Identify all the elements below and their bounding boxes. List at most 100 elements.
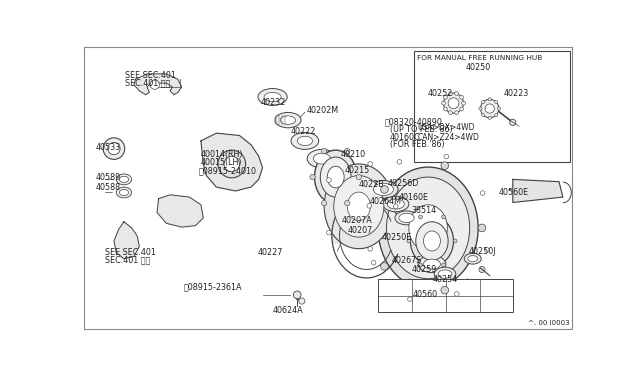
Ellipse shape [264, 92, 281, 102]
Circle shape [326, 230, 332, 235]
Text: 40264M: 40264M [369, 197, 401, 206]
Text: 4022B: 4022B [359, 180, 385, 189]
Circle shape [321, 201, 327, 206]
Circle shape [397, 160, 402, 164]
Ellipse shape [409, 205, 447, 251]
Text: 40207A: 40207A [342, 216, 372, 225]
Text: Ⓥ08915-2361A: Ⓥ08915-2361A [183, 283, 242, 292]
Circle shape [495, 100, 498, 103]
Circle shape [344, 148, 350, 154]
Ellipse shape [116, 174, 132, 185]
Circle shape [218, 150, 246, 178]
Circle shape [495, 113, 498, 117]
Text: 40215: 40215 [345, 166, 370, 174]
Text: (FOR FEB.'86): (FOR FEB.'86) [390, 140, 444, 149]
Circle shape [482, 113, 484, 117]
Circle shape [408, 297, 412, 302]
Text: 40015(LH): 40015(LH) [201, 158, 243, 167]
Text: 40624A: 40624A [273, 306, 303, 315]
Ellipse shape [387, 199, 404, 209]
Ellipse shape [358, 209, 367, 216]
Ellipse shape [275, 112, 301, 128]
Circle shape [448, 98, 459, 109]
Circle shape [419, 215, 422, 219]
Circle shape [479, 107, 482, 110]
Ellipse shape [291, 132, 319, 150]
Text: 40250J: 40250J [468, 247, 495, 256]
Ellipse shape [399, 213, 414, 222]
Circle shape [481, 99, 499, 118]
Circle shape [103, 138, 125, 159]
Text: 40252: 40252 [428, 89, 452, 97]
Polygon shape [157, 195, 204, 227]
Text: 40227: 40227 [257, 248, 282, 257]
Text: 40232: 40232 [261, 98, 286, 107]
Text: 40250: 40250 [466, 63, 491, 72]
Ellipse shape [424, 259, 440, 269]
Circle shape [461, 101, 465, 105]
Ellipse shape [320, 157, 351, 197]
Circle shape [310, 174, 316, 180]
Circle shape [509, 119, 516, 125]
Circle shape [356, 174, 362, 180]
Ellipse shape [334, 176, 384, 237]
Circle shape [442, 215, 445, 219]
Text: 40533: 40533 [95, 142, 120, 151]
Ellipse shape [307, 150, 337, 168]
Bar [414, 51, 570, 163]
Circle shape [394, 204, 398, 209]
Circle shape [488, 116, 492, 119]
Ellipse shape [418, 256, 446, 273]
Circle shape [454, 111, 458, 115]
Ellipse shape [258, 89, 287, 106]
Circle shape [449, 111, 452, 115]
Polygon shape [513, 179, 563, 202]
Circle shape [150, 80, 159, 89]
Polygon shape [201, 133, 262, 191]
Text: 38514: 38514 [411, 206, 436, 215]
Ellipse shape [280, 116, 296, 124]
Ellipse shape [387, 177, 470, 279]
Circle shape [321, 148, 327, 154]
Circle shape [488, 98, 492, 101]
Circle shape [444, 93, 463, 113]
Text: 40560E: 40560E [499, 188, 529, 197]
Circle shape [381, 263, 388, 270]
Circle shape [460, 107, 463, 111]
Circle shape [368, 161, 372, 166]
Ellipse shape [464, 253, 481, 264]
Ellipse shape [297, 136, 312, 145]
Polygon shape [114, 222, 140, 259]
Text: FOR MANUAL FREE RUNNING HUB: FOR MANUAL FREE RUNNING HUB [417, 55, 543, 61]
Text: 40254: 40254 [433, 275, 458, 284]
Text: 40210: 40210 [340, 150, 365, 159]
Text: 40588: 40588 [95, 183, 120, 192]
Circle shape [407, 239, 411, 243]
Circle shape [454, 92, 458, 96]
Text: 40223: 40223 [504, 89, 529, 97]
Ellipse shape [119, 189, 129, 196]
Circle shape [442, 101, 445, 105]
Circle shape [419, 263, 422, 267]
Circle shape [108, 142, 120, 155]
Ellipse shape [410, 216, 454, 266]
Text: SEE SEC.401: SEE SEC.401 [125, 71, 177, 80]
Ellipse shape [383, 196, 409, 212]
Text: Ⓦ08915-24010: Ⓦ08915-24010 [198, 166, 257, 176]
Circle shape [224, 156, 239, 172]
Circle shape [326, 178, 332, 182]
Ellipse shape [435, 267, 456, 281]
Circle shape [449, 92, 452, 96]
Ellipse shape [354, 207, 371, 218]
Circle shape [371, 260, 376, 265]
Text: 40256D: 40256D [388, 179, 419, 188]
Ellipse shape [424, 231, 440, 251]
Circle shape [367, 203, 372, 208]
Ellipse shape [395, 211, 418, 225]
Ellipse shape [468, 256, 478, 262]
Text: 40222: 40222 [291, 127, 316, 136]
Circle shape [444, 107, 447, 111]
Text: 40250E: 40250E [382, 232, 412, 242]
Text: 40014(RH): 40014(RH) [201, 150, 243, 159]
Circle shape [442, 263, 445, 267]
